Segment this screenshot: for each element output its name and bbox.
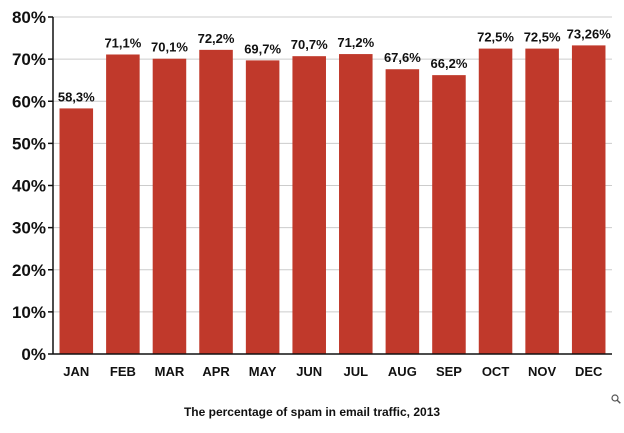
data-label-apr: 72,2% bbox=[198, 31, 235, 46]
x-tick-label-may: MAY bbox=[249, 364, 277, 379]
data-label-feb: 71,1% bbox=[104, 35, 141, 50]
data-labels: 58,3% 71,1% 70,1% 72,2% 69,7% 70,7% 71,2% 67,6%… bbox=[58, 26, 611, 104]
x-tick-label-feb: FEB bbox=[110, 364, 136, 379]
x-tick-label-jun: JUN bbox=[296, 364, 322, 379]
bars bbox=[59, 45, 606, 355]
x-tick-label-jul: JUL bbox=[344, 364, 369, 379]
y-tick-label: 80% bbox=[12, 8, 46, 27]
y-tick-label: 60% bbox=[12, 92, 46, 111]
x-tick-label-jan: JAN bbox=[63, 364, 89, 379]
bar-sep bbox=[432, 75, 466, 354]
y-tick-label: 70% bbox=[12, 50, 46, 69]
bar-may bbox=[245, 60, 280, 355]
x-tick-label-dec: DEC bbox=[575, 364, 603, 379]
y-tick-label: 20% bbox=[12, 261, 46, 280]
bar-dec bbox=[571, 45, 606, 355]
chart-title: The percentage of spam in email traffic,… bbox=[183, 405, 441, 419]
bar-apr bbox=[199, 49, 233, 355]
data-label-jun: 70,7% bbox=[291, 37, 328, 52]
x-tick-label-apr: APR bbox=[202, 364, 230, 379]
bar-chart: 0% 10% 20% 30% 40% 50% 60% 70% 80% 58,3% 71,1% 70,… bbox=[12, 8, 612, 379]
bar-nov bbox=[525, 48, 559, 354]
x-tick-label-sep: SEP bbox=[436, 364, 462, 379]
zoom-icon[interactable] bbox=[611, 394, 621, 404]
x-tick-label-nov: NOV bbox=[528, 364, 557, 379]
x-axis-ticks: JAN FEB MAR APR MAY JUN JUL AUG SEP OCT NOV DEC bbox=[63, 364, 603, 379]
data-label-may: 69,7% bbox=[244, 41, 281, 56]
bar-mar bbox=[152, 58, 187, 355]
bar-jun bbox=[292, 56, 326, 355]
gridlines bbox=[53, 16, 612, 313]
data-label-mar: 70,1% bbox=[151, 40, 188, 55]
x-tick-label-mar: MAR bbox=[155, 364, 185, 379]
bar-aug bbox=[385, 69, 420, 355]
bar-oct bbox=[478, 48, 513, 354]
data-label-jul: 71,2% bbox=[337, 35, 374, 50]
y-axis-ticks: 0% 10% 20% 30% 40% 50% 60% 70% 80% bbox=[12, 8, 53, 364]
axes bbox=[52, 17, 612, 355]
bar-feb bbox=[106, 54, 140, 355]
y-tick-label: 0% bbox=[21, 345, 46, 364]
x-tick-label-oct: OCT bbox=[482, 364, 510, 379]
data-label-dec: 73,26% bbox=[567, 26, 612, 41]
x-tick-label-aug: AUG bbox=[388, 364, 417, 379]
y-tick-label: 30% bbox=[12, 219, 46, 238]
data-label-sep: 66,2% bbox=[431, 56, 468, 71]
y-tick-label: 10% bbox=[12, 303, 46, 322]
bar-jan bbox=[59, 108, 94, 354]
bar-jul bbox=[339, 54, 373, 354]
data-label-oct: 72,5% bbox=[477, 30, 514, 45]
data-label-jan: 58,3% bbox=[58, 89, 95, 104]
y-tick-label: 40% bbox=[12, 177, 46, 196]
y-tick-label: 50% bbox=[12, 134, 46, 153]
data-label-aug: 67,6% bbox=[384, 50, 421, 65]
data-label-nov: 72,5% bbox=[524, 30, 561, 45]
